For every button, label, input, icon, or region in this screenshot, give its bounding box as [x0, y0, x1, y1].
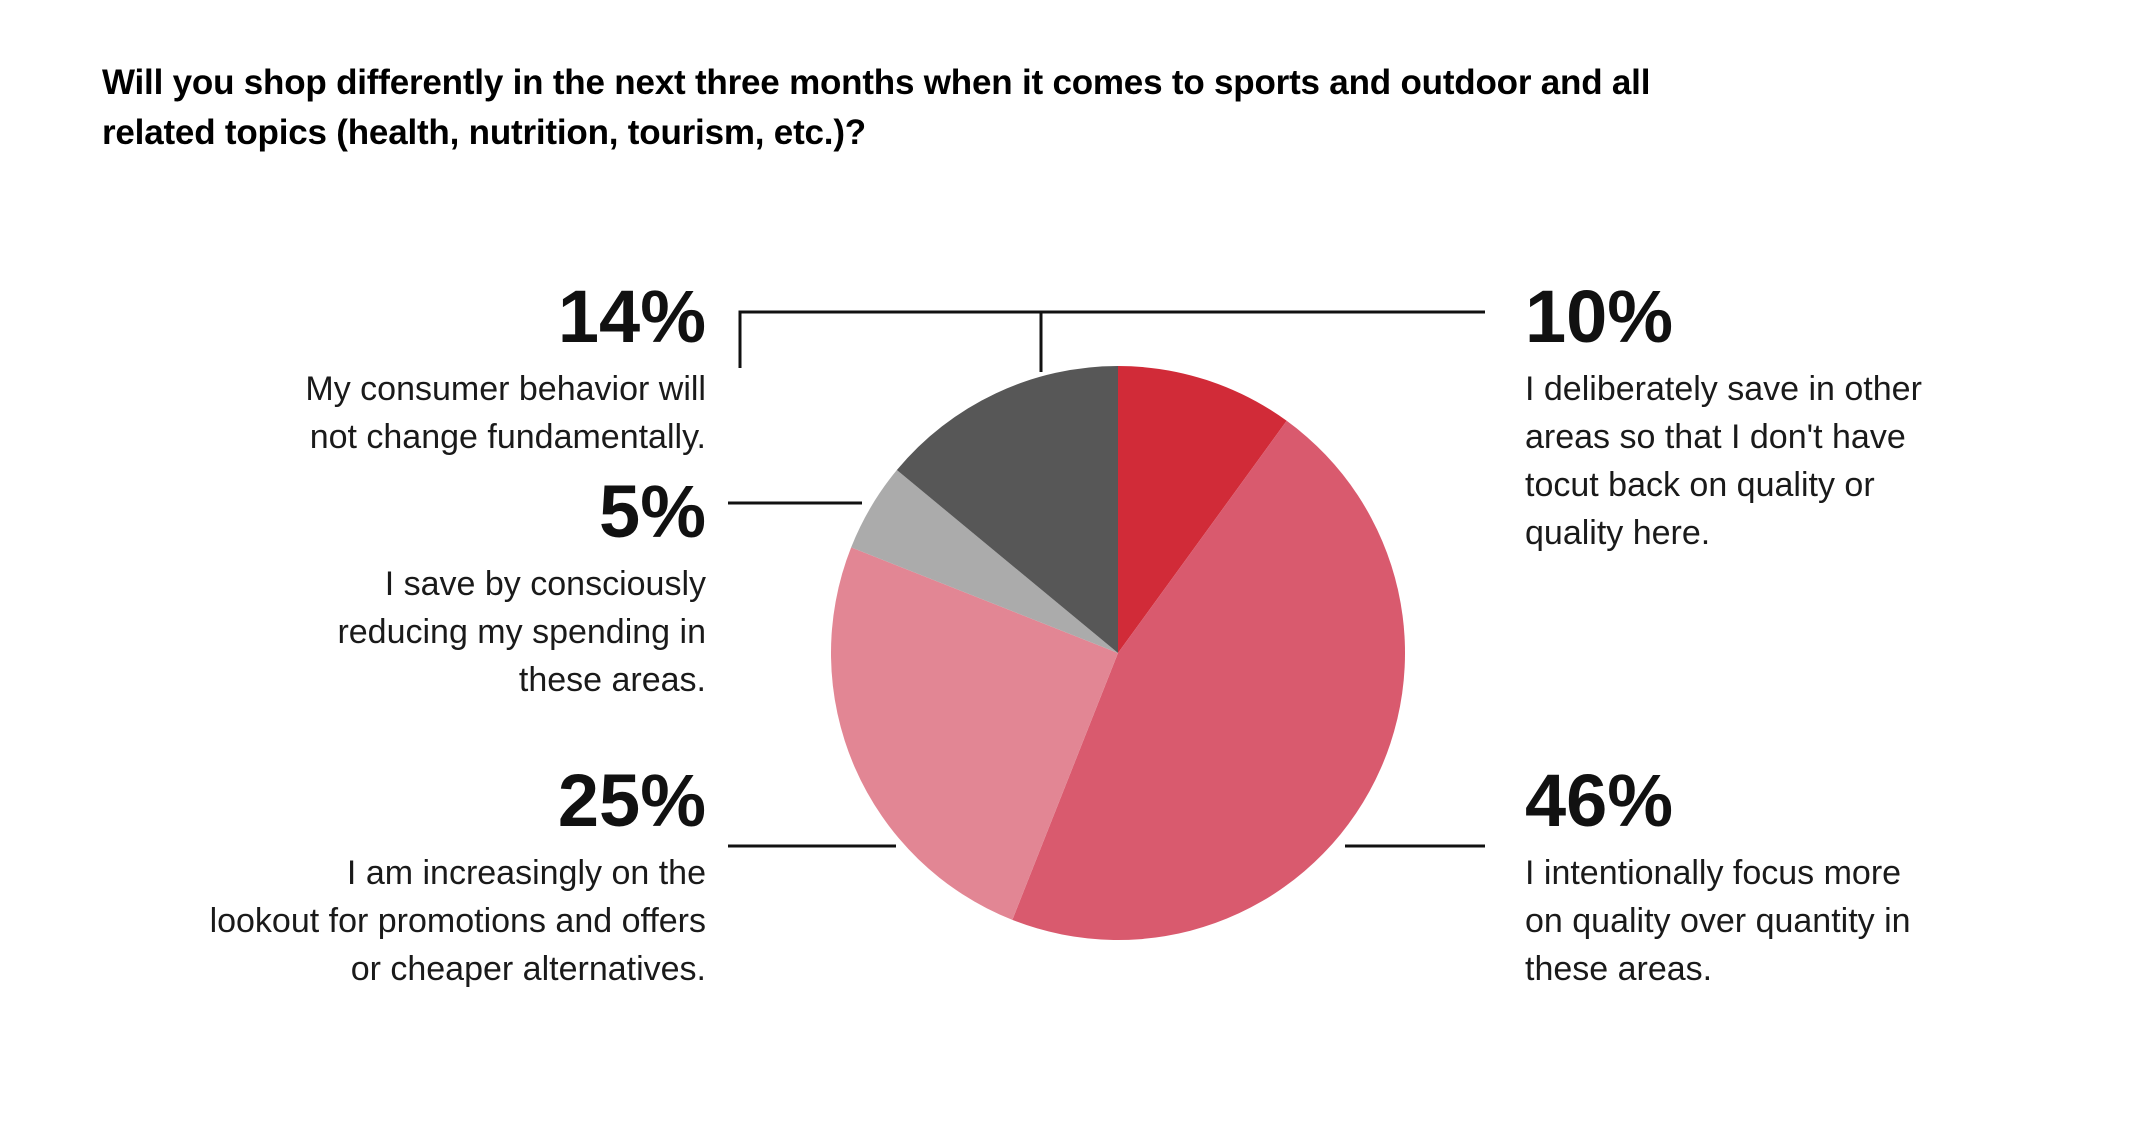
slice-value-label: 10% [1525, 275, 1673, 358]
pie-slice-14pct [896, 366, 1118, 653]
leader-line-14pct [742, 310, 1043, 372]
pie-slice-25pct [830, 547, 1118, 920]
slice-description: I save by consciously reducing my spendin… [337, 565, 706, 699]
pie-slice-10pct [1118, 366, 1287, 653]
slice-value-label: 46% [1525, 759, 1673, 842]
leader-lines [728, 310, 1485, 848]
slice-value-label: 14% [558, 275, 706, 358]
pie-slice-46pct [1012, 420, 1406, 941]
chart-title: Will you shop differently in the next th… [102, 63, 1651, 152]
slice-description: I intentionally focus more on quality ove… [1525, 854, 1911, 988]
pie-slice-5pct [851, 470, 1118, 653]
slice-description: I deliberately save in other areas so tha… [1525, 370, 1922, 552]
slice-value-label: 25% [558, 759, 706, 842]
leader-line-10pct [738, 310, 1485, 368]
slice-description: I am increasingly on the lookout for prom… [210, 854, 706, 988]
slice-description: My consumer behavior will not change fund… [305, 370, 706, 456]
slice-labels: 10% I deliberately save in other areas so … [210, 275, 1922, 988]
slice-value-label: 5% [599, 470, 706, 553]
pie-slices [830, 366, 1406, 941]
